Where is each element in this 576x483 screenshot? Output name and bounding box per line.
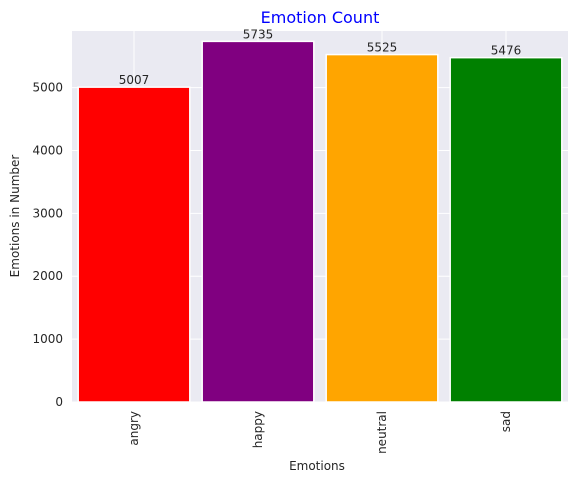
- data-label-sad: 5476: [491, 44, 522, 58]
- y-tick-label: 2000: [32, 269, 63, 283]
- data-label-happy: 5735: [243, 27, 274, 41]
- y-tick-label: 5000: [32, 81, 63, 95]
- data-label-neutral: 5525: [367, 41, 398, 55]
- x-tick-label-happy: happy: [251, 411, 265, 448]
- x-tick-label-neutral: neutral: [375, 411, 389, 454]
- x-tick-label-angry: angry: [127, 411, 141, 446]
- y-tick-label: 3000: [32, 206, 63, 220]
- data-label-angry: 5007: [119, 73, 150, 87]
- bar-neutral: [326, 55, 438, 402]
- x-axis-ticks: angry happy neutral sad: [127, 411, 513, 454]
- x-axis-label: Emotions: [289, 459, 345, 473]
- y-tick-label: 0: [55, 395, 63, 409]
- y-tick-label: 1000: [32, 332, 63, 346]
- bar-happy: [202, 41, 314, 402]
- bar-angry: [78, 87, 190, 402]
- x-tick-label-sad: sad: [499, 411, 513, 432]
- y-axis-ticks: 0 1000 2000 3000 4000 5000: [32, 81, 63, 409]
- y-axis-label: Emotions in Number: [8, 155, 22, 278]
- y-tick-label: 4000: [32, 143, 63, 157]
- bar-sad: [450, 58, 562, 402]
- chart-title: Emotion Count: [261, 8, 380, 27]
